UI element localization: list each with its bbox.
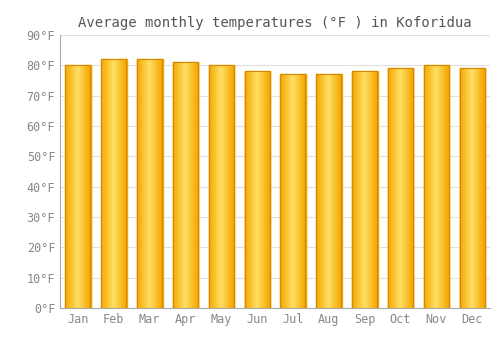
Bar [66,65,90,308]
Bar [208,65,234,308]
Bar [137,59,162,308]
Bar [173,62,198,308]
Bar [280,75,305,308]
Bar [352,71,377,308]
Bar [424,65,449,308]
Bar [460,68,484,308]
Bar [101,59,126,308]
Bar [388,68,413,308]
Title: Average monthly temperatures (°F ) in Koforidua: Average monthly temperatures (°F ) in Ko… [78,16,472,30]
Bar [316,75,342,308]
Bar [244,71,270,308]
